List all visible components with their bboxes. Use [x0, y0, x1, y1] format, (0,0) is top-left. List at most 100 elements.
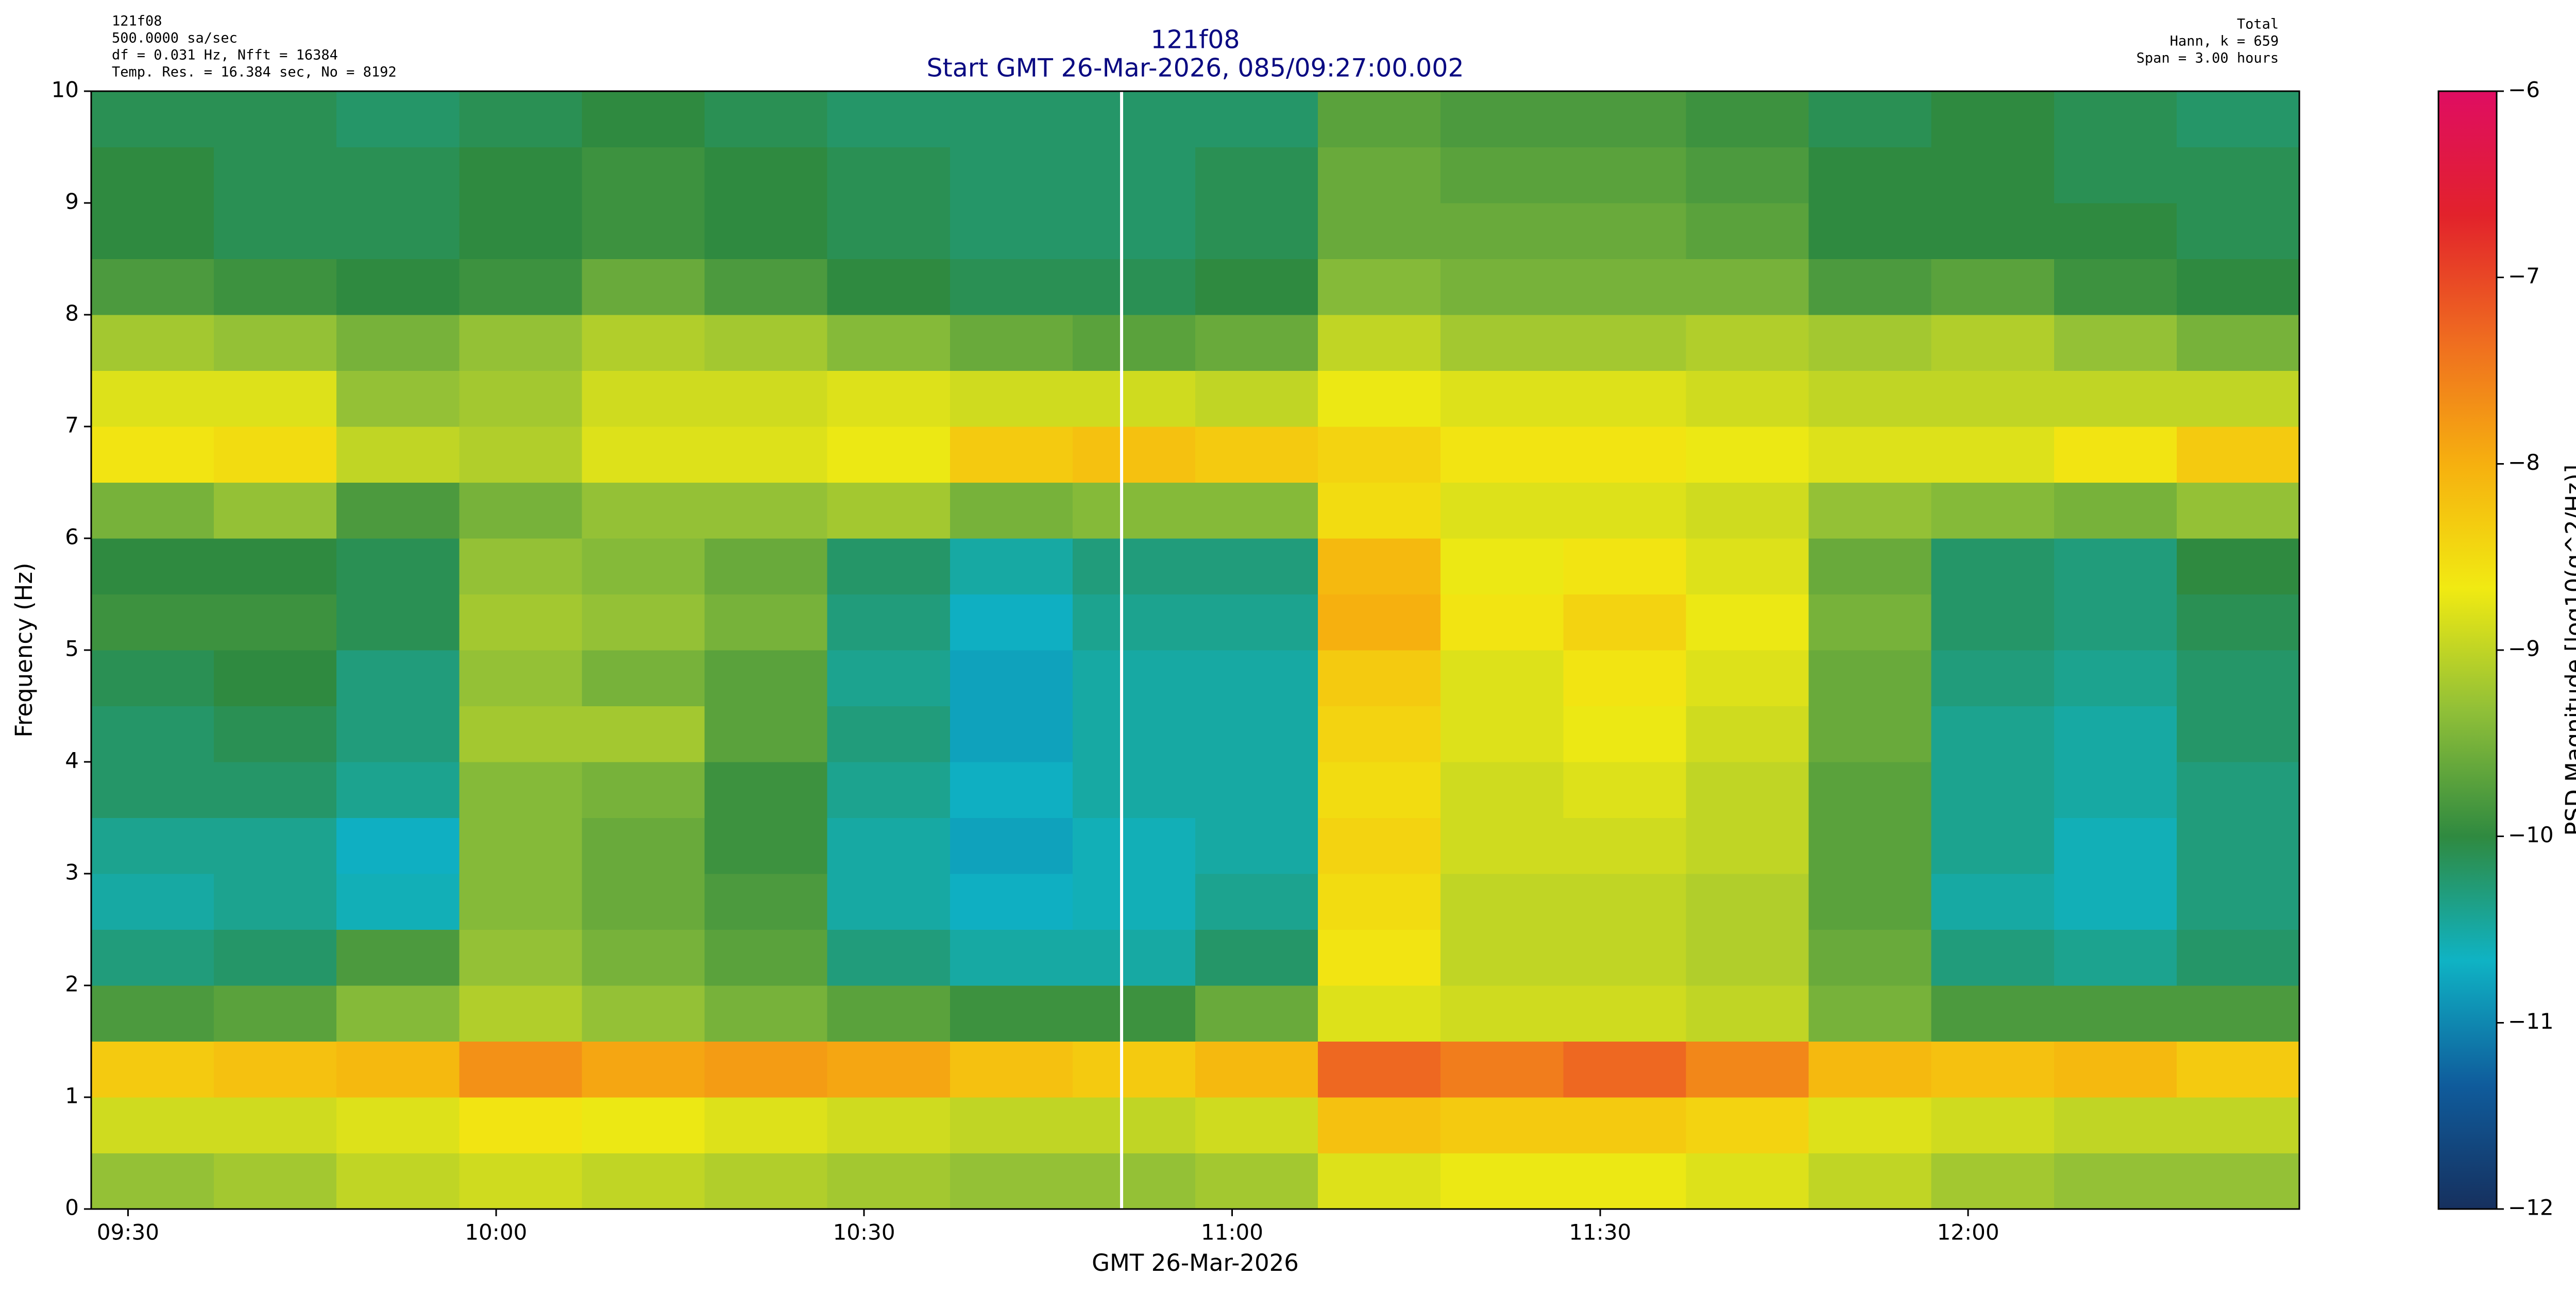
- heat-cell: [1563, 706, 1686, 762]
- heat-cell: [91, 818, 214, 874]
- heat-cell: [1931, 650, 2055, 706]
- heat-cell: [582, 762, 705, 818]
- heat-cell: [1808, 315, 1932, 371]
- heat-cell: [214, 315, 337, 371]
- heat-cell: [459, 874, 582, 930]
- y-tick-label: 6: [65, 524, 79, 550]
- heat-cell: [1072, 259, 1196, 315]
- heat-cell: [2176, 91, 2300, 147]
- heat-cell: [1931, 427, 2055, 483]
- heat-cell: [827, 203, 951, 259]
- heat-cell: [950, 370, 1073, 427]
- heat-cell: [1686, 706, 1809, 762]
- heat-cell: [2176, 762, 2300, 818]
- heat-cell: [214, 706, 337, 762]
- heat-cell: [459, 929, 582, 986]
- heat-cell: [704, 1153, 828, 1210]
- heat-cell: [336, 1153, 460, 1210]
- x-axis-label: GMT 26-Mar-2026: [1092, 1249, 1299, 1276]
- heat-cell: [2054, 1041, 2177, 1098]
- heat-cell: [704, 538, 828, 594]
- heat-cell: [950, 482, 1073, 539]
- heat-cell: [1686, 315, 1809, 371]
- y-tick-label: 7: [65, 413, 79, 438]
- heat-cell: [827, 985, 951, 1042]
- heat-cell: [950, 818, 1073, 874]
- heat-cell: [2054, 1153, 2177, 1210]
- heat-cell: [1195, 315, 1318, 371]
- heat-cell: [1808, 91, 1932, 147]
- heat-cell: [1440, 147, 1564, 203]
- heat-cell: [1195, 874, 1318, 930]
- heat-cell: [1440, 874, 1564, 930]
- heat-cell: [1440, 985, 1564, 1042]
- heat-cell: [1195, 1041, 1318, 1098]
- heat-cell: [1195, 91, 1318, 147]
- heat-cell: [1686, 1097, 1809, 1153]
- heat-cell: [2054, 259, 2177, 315]
- heat-cell: [1318, 929, 1441, 986]
- heat-cell: [336, 874, 460, 930]
- heat-cell: [91, 1153, 214, 1210]
- heat-cell: [950, 315, 1073, 371]
- heat-cell: [1072, 1041, 1196, 1098]
- heat-cell: [1563, 91, 1686, 147]
- info-left: 121f08: [112, 13, 162, 29]
- heat-cell: [214, 147, 337, 203]
- heat-cell: [1072, 147, 1196, 203]
- heat-cell: [2054, 874, 2177, 930]
- x-tick-label: 11:30: [1569, 1220, 1631, 1245]
- heat-cell: [1318, 259, 1441, 315]
- heat-cell: [1072, 203, 1196, 259]
- heat-cell: [1195, 762, 1318, 818]
- heat-cell: [582, 1097, 705, 1153]
- heat-cell: [1808, 874, 1932, 930]
- heat-cell: [336, 147, 460, 203]
- heat-cell: [459, 1153, 582, 1210]
- heat-cell: [950, 1041, 1073, 1098]
- heat-cell: [91, 315, 214, 371]
- heat-cell: [2176, 985, 2300, 1042]
- heat-cell: [336, 985, 460, 1042]
- heat-cell: [214, 91, 337, 147]
- heat-cell: [1808, 203, 1932, 259]
- y-tick-label: 8: [65, 301, 79, 326]
- heat-cell: [1440, 1041, 1564, 1098]
- heat-cell: [827, 874, 951, 930]
- heat-cell: [2176, 315, 2300, 371]
- heat-cell: [950, 594, 1073, 651]
- heat-cell: [1440, 259, 1564, 315]
- heat-cell: [582, 1153, 705, 1210]
- heat-cell: [459, 706, 582, 762]
- heat-cell: [336, 818, 460, 874]
- heat-cell: [1686, 874, 1809, 930]
- heat-cell: [582, 1041, 705, 1098]
- heat-cell: [214, 594, 337, 651]
- heat-cell: [827, 370, 951, 427]
- heat-cell: [582, 538, 705, 594]
- heat-cell: [91, 929, 214, 986]
- heat-cell: [459, 370, 582, 427]
- heat-cell: [582, 706, 705, 762]
- heat-cell: [1195, 650, 1318, 706]
- heat-cell: [2054, 370, 2177, 427]
- heatmap: [91, 91, 2300, 1210]
- heat-cell: [704, 874, 828, 930]
- heat-cell: [1072, 929, 1196, 986]
- heat-cell: [2176, 650, 2300, 706]
- heat-cell: [582, 650, 705, 706]
- heat-cell: [827, 1041, 951, 1098]
- heat-cell: [1808, 985, 1932, 1042]
- heat-cell: [91, 874, 214, 930]
- heat-cell: [950, 929, 1073, 986]
- heat-cell: [1072, 1097, 1196, 1153]
- heat-cell: [582, 594, 705, 651]
- colorbar-tick-label: −7: [2508, 263, 2540, 288]
- heat-cell: [1318, 482, 1441, 539]
- heat-cell: [1931, 706, 2055, 762]
- heat-cell: [1072, 874, 1196, 930]
- heat-cell: [1686, 147, 1809, 203]
- heat-cell: [1195, 538, 1318, 594]
- heat-cell: [827, 315, 951, 371]
- heat-cell: [582, 259, 705, 315]
